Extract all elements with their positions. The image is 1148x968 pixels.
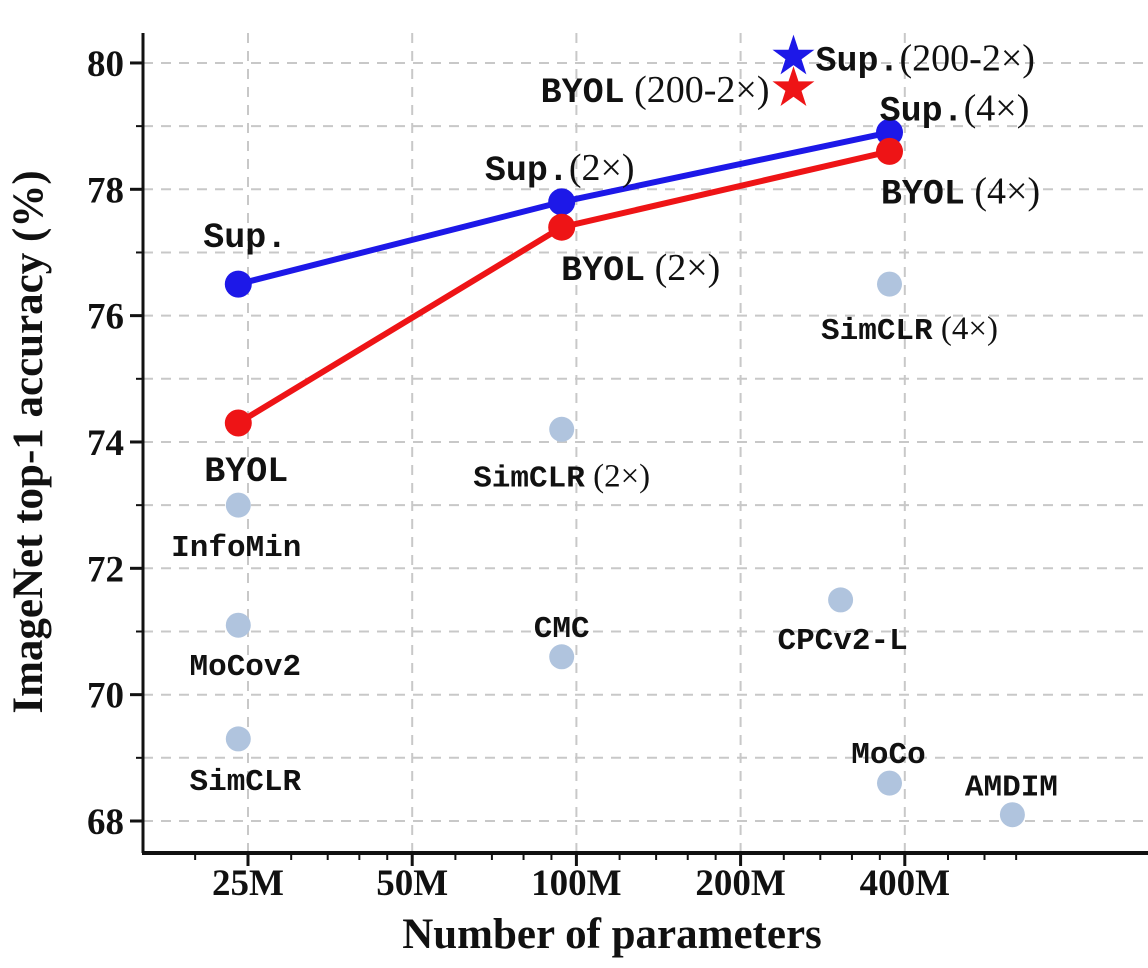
star-sup-200-2-icon (772, 34, 815, 75)
label-cmc: CMC (534, 612, 590, 647)
label-mocov2: MoCov2 (189, 650, 301, 685)
label-text-mono: Sup. (203, 218, 287, 258)
label-text-serif: (4×) (933, 311, 998, 347)
label-text-serif: (200-2×) (625, 69, 770, 111)
label-sup-200-2: Sup.(200-2×) (816, 38, 1035, 82)
y-tick-label-68: 68 (87, 802, 124, 843)
y-tick-label-70: 70 (87, 676, 124, 717)
label-byol-base: BYOL (204, 452, 288, 492)
label-sup-2: Sup.(2×) (485, 147, 635, 191)
label-amdim: AMDIM (965, 771, 1058, 806)
point-simclr-2 (549, 416, 575, 442)
tick-labels: 68 70 72 74 76 78 80 25M 50M 100M 200M 400M (87, 44, 950, 904)
label-byol-2: BYOL (2×) (561, 247, 720, 291)
point-byol-4 (876, 137, 903, 165)
x-tick-label-100M: 100M (531, 863, 621, 904)
label-text-mono: Sup. (485, 151, 569, 191)
y-tick-label-72: 72 (87, 549, 124, 590)
x-tick-label-25M: 25M (212, 863, 284, 904)
y-tick-label-80: 80 (87, 44, 124, 85)
label-text-serif: (4×) (965, 170, 1040, 212)
point-byol-2 (548, 213, 576, 241)
point-infomin (225, 492, 251, 518)
y-tick-label-78: 78 (87, 170, 124, 211)
tick-marks (130, 61, 1018, 866)
label-text-mono: AMDIM (965, 771, 1058, 806)
label-text-mono: BYOL (881, 174, 965, 214)
point-moco (877, 770, 902, 796)
point-sup (224, 270, 252, 298)
label-text-mono: MoCo (851, 738, 925, 773)
label-text-mono: BYOL (204, 452, 288, 492)
label-text-mono: BYOL (541, 73, 625, 113)
point-simclr (225, 726, 251, 752)
gridlines (143, 33, 1146, 853)
label-sup-4: Sup.(4×) (880, 87, 1030, 131)
label-text-mono: BYOL (561, 251, 645, 291)
x-tick-label-50M: 50M (376, 863, 448, 904)
point-mocov2 (225, 612, 251, 638)
label-moco: MoCo (851, 738, 925, 773)
star-byol-200-2-icon (772, 66, 815, 106)
label-text-mono: CPCv2-L (777, 624, 907, 659)
point-byol (224, 409, 252, 437)
label-sup-base: Sup. (203, 218, 287, 258)
x-tick-label-200M: 200M (695, 863, 785, 904)
label-text-serif: (2×) (645, 247, 720, 289)
x-tick-label-400M: 400M (860, 863, 950, 904)
label-infomin: InfoMin (171, 531, 301, 566)
point-amdim (999, 802, 1025, 828)
label-text-mono: SimCLR (189, 765, 301, 800)
point-sup-4 (876, 118, 903, 146)
point-simclr-4 (877, 271, 902, 297)
y-tick-label-74: 74 (87, 423, 124, 464)
label-text-mono: SimCLR (821, 314, 933, 349)
label-text-mono: SimCLR (473, 461, 585, 496)
label-byol-200-2: BYOL (200-2×) (541, 69, 770, 113)
label-text-mono: Sup. (816, 42, 900, 82)
label-text-mono: CMC (534, 612, 590, 647)
label-text-mono: MoCov2 (189, 650, 301, 685)
label-text-mono: InfoMin (171, 531, 301, 566)
label-text-serif: (4×) (964, 87, 1030, 129)
point-sup-2 (548, 188, 576, 216)
label-text-serif: (2×) (585, 458, 650, 494)
label-text-serif: (200-2×) (900, 38, 1035, 80)
label-text-mono: Sup. (880, 91, 964, 131)
label-text-serif: (2×) (569, 147, 635, 189)
label-simclr-2: SimCLR (2×) (473, 458, 650, 496)
point-cmc (549, 644, 575, 670)
label-simclr: SimCLR (189, 765, 301, 800)
label-cpcv2-l: CPCv2-L (777, 624, 907, 659)
y-tick-label-76: 76 (87, 297, 124, 338)
x-axis-title: Number of parameters (402, 911, 822, 958)
y-axis-title: ImageNet top-1 accuracy (%) (5, 170, 52, 713)
label-byol-4: BYOL (4×) (881, 170, 1040, 214)
label-simclr-4: SimCLR (4×) (821, 311, 998, 349)
data-points (224, 34, 1025, 828)
point-cpcv2-l (828, 587, 854, 613)
